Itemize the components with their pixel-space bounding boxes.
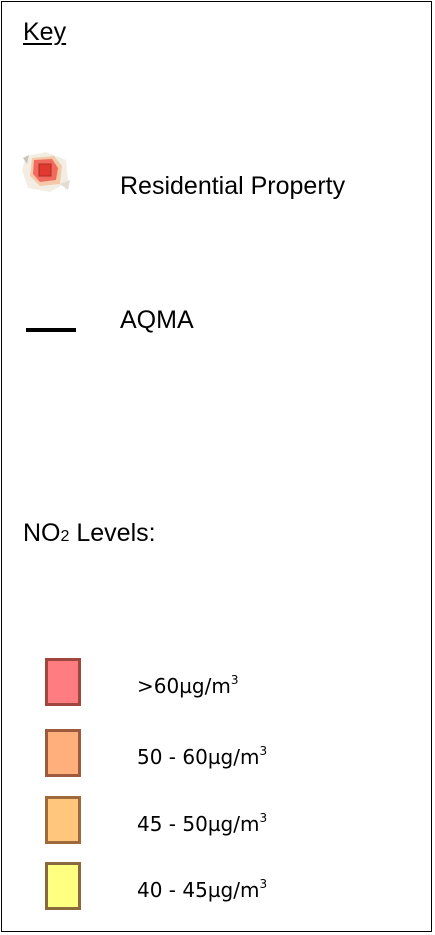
no2-suffix: Levels: bbox=[69, 519, 156, 547]
residential-property-icon bbox=[20, 150, 72, 194]
band-label-45-50: 45 - 50µg/m3 bbox=[137, 811, 268, 836]
band-swatch-50-60 bbox=[45, 729, 81, 777]
band-label-superscript: 3 bbox=[259, 877, 268, 891]
band-label-over-60: >60µg/m3 bbox=[137, 673, 239, 698]
aqma-label: AQMA bbox=[120, 306, 194, 334]
band-swatch-over-60 bbox=[45, 658, 81, 706]
band-label-50-60: 50 - 60µg/m3 bbox=[137, 744, 268, 769]
band-label-40-45: 40 - 45µg/m3 bbox=[137, 877, 268, 902]
band-swatch-45-50 bbox=[45, 796, 81, 844]
band-label-superscript: 3 bbox=[230, 673, 239, 687]
band-label-text: 45 - 50µg/m bbox=[137, 812, 260, 836]
residential-property-label: Residential Property bbox=[120, 172, 346, 200]
no2-subscript: 2 bbox=[60, 528, 70, 545]
band-swatch-40-45 bbox=[45, 862, 81, 910]
band-label-text: 50 - 60µg/m bbox=[137, 745, 260, 769]
band-label-text: >60µg/m bbox=[137, 674, 231, 698]
no2-prefix: NO bbox=[23, 519, 61, 547]
key-title: Key bbox=[23, 18, 67, 46]
no2-levels-heading: NO2 Levels: bbox=[23, 521, 156, 546]
band-label-superscript: 3 bbox=[259, 744, 268, 758]
band-label-superscript: 3 bbox=[259, 811, 268, 825]
aqma-line-icon bbox=[26, 328, 76, 332]
band-label-text: 40 - 45µg/m bbox=[137, 878, 260, 902]
